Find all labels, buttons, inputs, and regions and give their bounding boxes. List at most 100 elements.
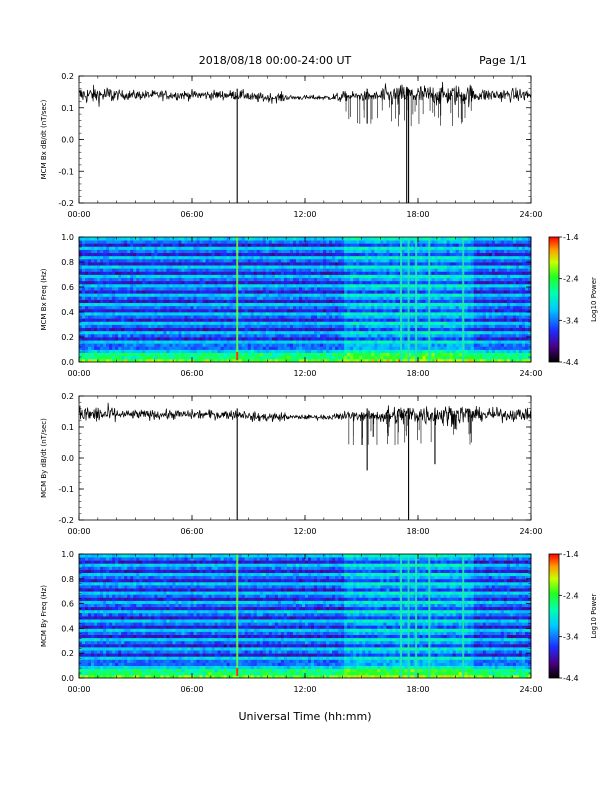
spectrogram-cell (160, 337, 164, 341)
spectrogram-cell (338, 315, 342, 319)
spectrogram-cell (79, 343, 83, 347)
spectrogram-cell (332, 296, 336, 300)
spectrogram-cell (250, 318, 255, 322)
spectrogram-cell (166, 290, 170, 294)
spectrogram-cell (163, 340, 167, 344)
spectrogram-cell (109, 349, 113, 354)
spectrogram-cell (289, 293, 294, 297)
spectrogram-cell (211, 302, 215, 307)
spectrogram-cell (247, 321, 252, 325)
spectrogram-cell (178, 274, 182, 279)
spectrogram-cell (178, 337, 182, 341)
spectrogram-cell (157, 308, 161, 313)
spectrogram-cell (85, 293, 89, 297)
spectrogram-cell (320, 318, 324, 322)
spectrogram-cell (172, 249, 176, 254)
spectrogram-cell (277, 255, 282, 260)
spectrogram-cell (226, 355, 231, 360)
spectrogram-cell (265, 343, 270, 347)
spectrogram-cell (229, 252, 234, 257)
spectrogram-cell (344, 337, 348, 341)
spectrogram-cell (268, 321, 273, 325)
spectrogram-cell (238, 287, 243, 291)
spectrogram-cell (118, 327, 122, 332)
spectrogram-cell (422, 337, 426, 341)
spectrogram-cell (97, 302, 101, 307)
spectrogram-cell (401, 352, 405, 357)
spectrogram-cell (220, 277, 225, 282)
spectrogram-cell (232, 343, 237, 347)
spectrogram-cell (308, 243, 312, 247)
spectrogram-cell (332, 318, 336, 322)
spectrogram-cell (199, 321, 203, 325)
spectrogram-cell (362, 346, 366, 350)
spectrogram-cell (184, 315, 188, 319)
spectrogram-cell (214, 287, 219, 291)
spectrogram-cell (127, 315, 131, 319)
spectrogram-cell (220, 358, 225, 363)
spectrogram-cell (274, 271, 279, 275)
spectrogram-cell (118, 340, 122, 344)
spectrogram-cell (190, 283, 194, 288)
spectrogram-cell (341, 274, 345, 279)
spectrogram-cell (317, 343, 321, 347)
spectrogram-cell (85, 315, 89, 319)
spectrogram-cell (88, 327, 92, 332)
spectrogram-cell (262, 280, 267, 285)
spectrogram-cell (431, 305, 435, 310)
spectrogram-cell (106, 277, 110, 282)
spectrogram-cell (241, 287, 246, 291)
spectrogram-cell (262, 349, 267, 354)
spectrogram-cell (109, 330, 113, 335)
spectrogram-cell (256, 340, 261, 344)
spectrogram-cell (362, 355, 366, 360)
spectrogram-cell (314, 243, 318, 247)
spectrogram-cell (130, 237, 134, 241)
spectrogram-cell (380, 327, 384, 332)
spectrogram-cell (244, 283, 249, 288)
spectrogram-cell (371, 302, 375, 307)
spectrogram-cell (103, 249, 107, 254)
spectrogram-cell (301, 293, 306, 297)
spectrogram-cell (244, 290, 249, 294)
spectrogram-cell (368, 337, 372, 341)
spectrogram-cell (323, 330, 327, 335)
spectrogram-cell (295, 324, 300, 329)
spectrogram-cell (142, 340, 146, 344)
spectrogram-cell (374, 302, 378, 307)
spectrogram-cell (440, 302, 445, 307)
spectrogram-cell (244, 305, 249, 310)
spectrogram-cell (338, 283, 342, 288)
spectrogram-cell (329, 352, 333, 357)
spectrogram-cell (425, 343, 429, 347)
spectrogram-cell (97, 258, 101, 263)
spectrogram-cell (136, 255, 140, 260)
spectrogram-cell (109, 252, 113, 257)
spectrogram-cell (353, 287, 357, 291)
spectrogram-cell (217, 277, 222, 282)
spectrogram-cell (356, 296, 360, 300)
spectrogram-cell (301, 327, 306, 332)
spectrogram-cell (163, 274, 167, 279)
spectrogram-cell (308, 355, 312, 360)
spectrogram-cell (85, 255, 89, 260)
spectrogram-cell (166, 308, 170, 313)
spectrogram-cell (350, 321, 354, 325)
spectrogram-cell (335, 237, 339, 241)
spectrogram-cell (229, 240, 234, 244)
spectrogram-cell (256, 308, 261, 313)
spectrogram-cell (79, 321, 83, 325)
spectrogram-cell (181, 252, 185, 257)
spectrogram-cell (199, 246, 203, 250)
spectrogram-cell (127, 283, 131, 288)
spectrogram-cell (211, 327, 215, 332)
spectrogram-cell (121, 287, 125, 291)
spectrogram-cell (332, 321, 336, 325)
spectrogram-cell (163, 308, 167, 313)
spectrogram-cell (329, 324, 333, 329)
spectrogram-cell (232, 268, 237, 272)
spectrogram-cell (326, 318, 330, 322)
spectrogram-cell (232, 287, 237, 291)
spectrogram-cell (94, 308, 98, 313)
spectrogram-cell (220, 349, 225, 354)
